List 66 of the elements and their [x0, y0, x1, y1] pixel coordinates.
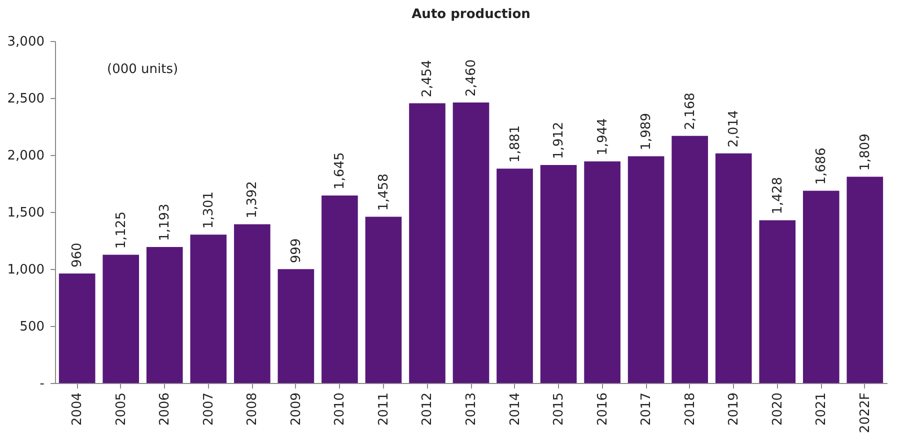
bar — [715, 153, 752, 383]
x-tick-label: 2020 — [770, 392, 786, 426]
x-tick-label: 2014 — [508, 392, 523, 426]
x-tick-label: 2007 — [201, 392, 216, 426]
x-tick-label: 2021 — [814, 392, 830, 426]
bar — [234, 224, 270, 383]
data-label: 1,458 — [376, 174, 392, 211]
y-tick-label: 2,000 — [7, 148, 44, 164]
x-tick-label: 2006 — [158, 392, 173, 426]
bar — [365, 216, 402, 383]
data-label: 2,168 — [682, 92, 698, 130]
bar — [146, 247, 183, 383]
bar — [190, 234, 227, 383]
bar — [846, 176, 884, 383]
y-tick-label: 2,500 — [7, 92, 44, 106]
x-tick-label: 2016 — [595, 392, 610, 426]
x-tick-label: 2009 — [288, 392, 304, 426]
bar — [496, 168, 533, 383]
bar — [540, 165, 577, 383]
bar — [802, 190, 840, 383]
bar — [102, 254, 140, 383]
y-tick-label: - — [40, 376, 45, 392]
data-label: 1,809 — [858, 134, 873, 171]
x-tick-label: 2005 — [114, 392, 129, 426]
bar — [452, 102, 490, 383]
x-tick-label: 2011 — [376, 392, 392, 426]
x-tick-label: 2013 — [464, 392, 479, 426]
x-tick-label: 2010 — [332, 392, 348, 426]
x-tick-label: 2018 — [682, 392, 698, 426]
x-tick-label: 2015 — [552, 392, 567, 426]
bar — [278, 269, 314, 383]
bar — [58, 274, 96, 383]
x-tick-label: 2019 — [726, 392, 742, 426]
y-tick-label: 1,500 — [7, 206, 44, 220]
y-tick-label: 1,000 — [7, 262, 44, 278]
data-label: 1,193 — [158, 204, 173, 241]
bar — [409, 103, 446, 383]
x-tick-label: 2008 — [245, 392, 260, 426]
data-label: 1,428 — [770, 176, 786, 214]
y-tick-label: 500 — [20, 320, 44, 334]
data-label: 2,460 — [464, 59, 479, 97]
data-label: 1,392 — [245, 181, 260, 218]
x-tick-label: 2017 — [639, 392, 654, 426]
data-label: 1,125 — [114, 212, 129, 249]
x-tick-label: 2012 — [420, 392, 436, 426]
data-label: 1,944 — [595, 118, 610, 156]
data-label: 1,912 — [552, 122, 567, 160]
bar — [628, 156, 664, 383]
annotation: (000 units) — [107, 62, 178, 77]
data-label: 1,686 — [814, 148, 830, 185]
chart-title: Auto production — [412, 7, 530, 22]
y-tick-label: 3,000 — [7, 34, 44, 50]
bar — [672, 136, 708, 383]
data-label: 1,881 — [508, 125, 523, 163]
x-tick-label: 2004 — [70, 392, 86, 426]
data-label: 2,454 — [420, 60, 436, 98]
data-label: 960 — [70, 242, 86, 268]
bar — [759, 220, 796, 383]
bar — [322, 195, 358, 383]
data-label: 1,645 — [332, 152, 348, 190]
data-label: 1,301 — [201, 191, 216, 229]
data-label: 2,014 — [726, 110, 742, 148]
data-label: 1,989 — [639, 113, 654, 150]
data-label: 999 — [288, 238, 304, 264]
x-tick-label: 2022F — [858, 392, 873, 434]
bar — [584, 161, 620, 383]
